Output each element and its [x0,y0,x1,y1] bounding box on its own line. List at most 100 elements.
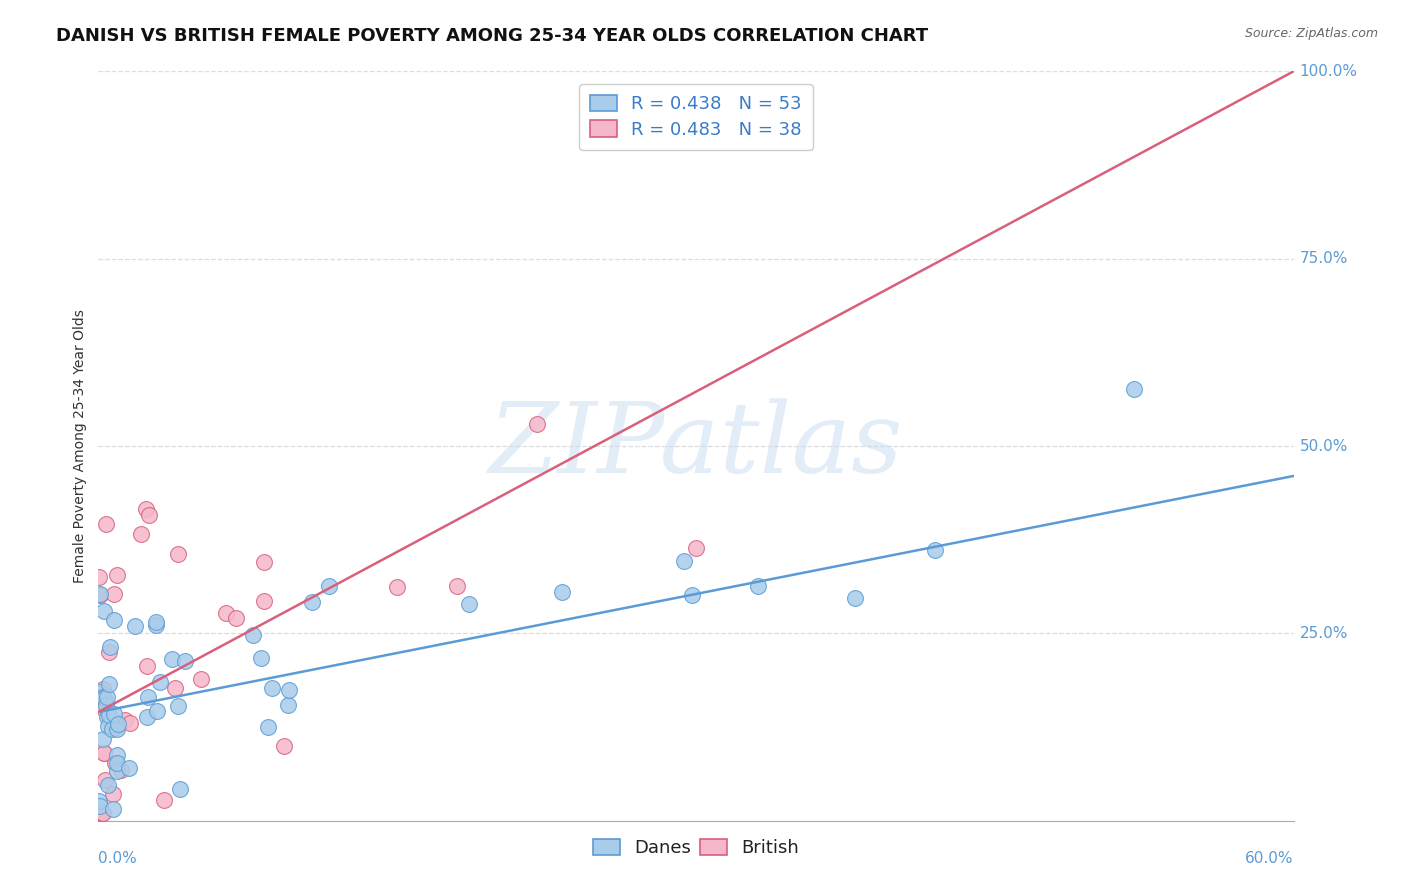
Point [318,579,340,593]
Point [1123,382,1146,396]
Point [385,580,409,594]
Point [215,606,238,620]
Point [90,806,112,821]
Point [87,795,110,809]
Point [104,720,127,734]
Point [89,570,111,584]
Point [93,691,115,706]
Point [257,720,280,734]
Point [124,619,146,633]
Point [89,589,111,603]
Point [105,748,128,763]
Point [167,547,190,561]
Point [190,673,212,687]
Point [103,587,125,601]
Point [249,651,271,665]
Point [96,690,118,704]
Point [146,705,169,719]
Point [924,542,946,557]
Point [551,584,574,599]
Point [685,541,707,555]
Point [105,764,128,778]
Point [100,640,122,654]
Point [101,787,124,801]
Point [120,715,142,730]
Text: ZIPatlas: ZIPatlas [489,399,903,493]
Point [145,618,167,632]
Point [89,587,111,601]
Point [93,681,115,696]
Point [105,567,128,582]
Point [149,675,172,690]
Point [672,554,695,568]
Point [98,707,121,722]
Point [253,555,276,569]
Point [93,702,115,716]
Point [136,690,159,704]
Point [98,645,121,659]
Point [89,799,111,814]
Point [91,806,114,821]
Point [301,595,323,609]
Text: 75.0%: 75.0% [1299,252,1348,266]
Point [277,698,299,713]
Point [526,417,548,432]
Point [135,659,157,673]
Point [103,707,125,722]
Point [103,613,125,627]
Point [105,722,128,736]
Text: Source: ZipAtlas.com: Source: ZipAtlas.com [1244,27,1378,40]
Point [89,684,111,698]
Point [174,654,197,668]
Point [136,710,159,724]
Point [93,772,115,787]
Point [118,761,141,775]
Point [107,717,129,731]
Point [94,516,117,531]
Point [253,593,276,607]
Point [273,739,295,753]
Point [101,722,124,736]
Point [167,699,190,714]
Point [129,526,152,541]
Point [98,676,121,690]
Point [138,508,160,522]
Point [242,627,264,641]
Point [225,611,247,625]
Point [169,782,191,797]
Point [91,690,114,704]
Point [93,746,115,760]
Point [104,756,127,770]
Point [90,806,112,821]
Point [101,802,124,816]
Point [152,793,174,807]
Text: 25.0%: 25.0% [1299,626,1348,640]
Point [145,615,167,629]
Point [91,806,114,821]
Point [110,764,132,778]
Legend: Danes, British: Danes, British [585,831,807,864]
Point [844,591,866,605]
Point [105,756,128,771]
Point [97,719,120,733]
Point [681,588,703,602]
Point [93,746,115,760]
Point [93,604,115,618]
Point [163,681,186,696]
Point [97,778,120,792]
Point [160,652,183,666]
Point [135,501,157,516]
Point [747,579,769,593]
Point [278,683,301,698]
Y-axis label: Female Poverty Among 25-34 Year Olds: Female Poverty Among 25-34 Year Olds [73,309,87,583]
Text: 50.0%: 50.0% [1299,439,1348,453]
Point [458,597,481,611]
Point [114,714,136,728]
Point [94,698,117,713]
Point [260,681,283,695]
Text: 100.0%: 100.0% [1299,64,1358,78]
Point [96,710,118,724]
Text: DANISH VS BRITISH FEMALE POVERTY AMONG 25-34 YEAR OLDS CORRELATION CHART: DANISH VS BRITISH FEMALE POVERTY AMONG 2… [56,27,928,45]
Text: 60.0%: 60.0% [1246,851,1294,865]
Point [91,731,114,746]
